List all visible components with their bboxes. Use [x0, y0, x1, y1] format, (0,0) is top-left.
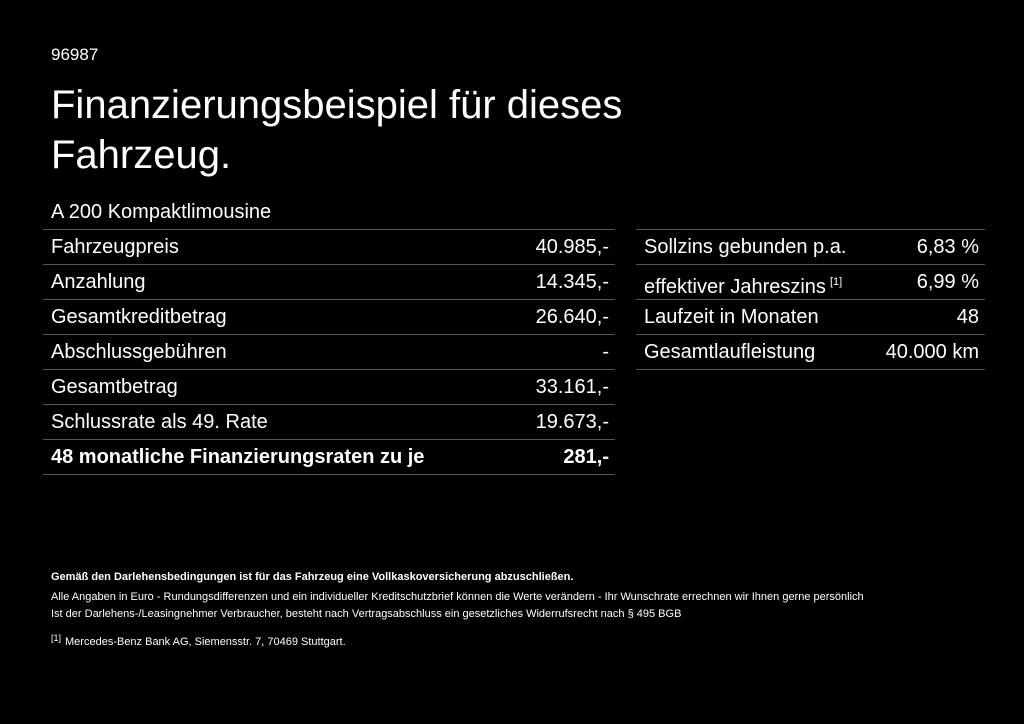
row-label: Gesamtbetrag — [51, 376, 178, 398]
row-label: Fahrzeugpreis — [51, 236, 179, 258]
row-value: 26.640,- — [535, 306, 609, 328]
footnote: [1] Mercedes-Benz Bank AG, Siemensstr. 7,… — [51, 633, 346, 648]
row-value: 40.000 km — [885, 341, 979, 363]
note: Alle Angaben in Euro - Rundungsdifferenz… — [51, 591, 864, 603]
footnote-mark: [1] — [51, 633, 62, 643]
model: A 200 Kompaktlimousine — [51, 201, 272, 223]
row-label: Laufzeit in Monaten — [644, 300, 819, 334]
title-line: Finanzierungsbeispiel für dieses — [51, 83, 623, 127]
footnote-ref: [1] — [829, 276, 843, 288]
row-label: 48 monatliche Finanzierungsraten zu je — [51, 446, 425, 468]
footnote-text: Mercedes-Benz Bank AG, Siemensstr. 7, 70… — [65, 636, 346, 648]
row-label: Gesamtkreditbetrag — [51, 306, 227, 328]
row-value: 48 — [956, 306, 979, 328]
left-table: Fahrzeugpreis 40.985,- Anzahlung 14.345,- Ge… — [43, 229, 615, 475]
row-label-text: effektiver Jahreszins — [644, 276, 826, 298]
table-row: 48 monatliche Finanzierungsraten zu je 28… — [43, 440, 615, 475]
code: 96987 — [51, 45, 99, 64]
row-label: Abschlussgebühren — [51, 341, 227, 363]
table-row: Sollzins gebunden p.a. 6,83 % — [636, 230, 985, 265]
row-label: Anzahlung — [51, 271, 146, 293]
row-value: 40.985,- — [535, 236, 609, 258]
row-value: 14.345,- — [535, 271, 609, 293]
table-row: Abschlussgebühren - — [43, 335, 615, 370]
table-row: Laufzeit in Monaten 48 — [636, 300, 985, 335]
table-row: Gesamtbetrag 33.161,- — [43, 370, 615, 405]
row-label-text: Sollzins gebunden p.a. — [644, 236, 847, 258]
table-row: Gesamtlaufleistung 40.000 km — [636, 335, 985, 370]
row-value: 6,83 % — [916, 236, 979, 258]
row-label: Sollzins gebunden p.a. — [644, 230, 846, 264]
table-row: Schlussrate als 49. Rate 19.673,- — [43, 405, 615, 440]
table-row: Anzahlung 14.345,- — [43, 265, 615, 300]
table-row: effektiver Jahreszins [1] 6,99 % — [636, 265, 985, 300]
table-row: Fahrzeugpreis 40.985,- — [43, 230, 615, 265]
row-label: Schlussrate als 49. Rate — [51, 411, 268, 433]
row-label: Gesamtlaufleistung — [644, 335, 815, 369]
row-label-text: Gesamtlaufleistung — [644, 341, 816, 363]
note-bold: Gemäß den Darlehensbedingungen ist für d… — [51, 571, 574, 583]
row-value: - — [602, 341, 609, 363]
row-label-text: Laufzeit in Monaten — [644, 306, 819, 328]
title-line: Fahrzeug. — [51, 133, 232, 177]
row-value: 281,- — [563, 446, 609, 468]
row-value: 19.673,- — [535, 411, 609, 433]
title: Finanzierungsbeispiel für dieses Fahrzeu… — [51, 80, 622, 180]
row-value: 6,99 % — [916, 271, 979, 293]
note: Ist der Darlehens-/Leasingnehmer Verbrau… — [51, 608, 682, 620]
table-row: Gesamtkreditbetrag 26.640,- — [43, 300, 615, 335]
row-value: 33.161,- — [535, 376, 609, 398]
row-label: effektiver Jahreszins [1] — [644, 265, 842, 304]
right-table: Sollzins gebunden p.a. 6,83 % effektiver J… — [636, 229, 985, 370]
